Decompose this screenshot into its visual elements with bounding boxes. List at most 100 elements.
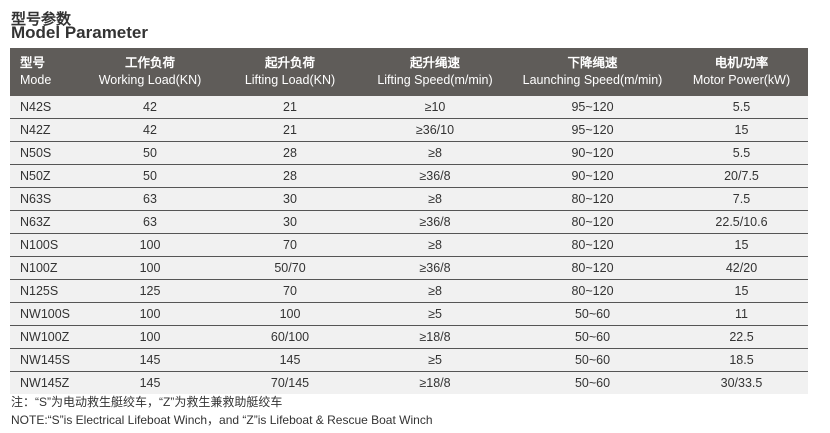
table-row: N125S 125 70 ≥8 80~120 15 — [10, 279, 808, 303]
table-cell: 15 — [675, 233, 808, 257]
column-header: 工作负荷 Working Load(KN) — [80, 48, 220, 96]
table-cell: 50~60 — [510, 302, 675, 326]
table-cell: NW145Z — [10, 371, 80, 394]
title-en: Model Parameter — [11, 23, 148, 42]
table-cell: 50 — [80, 141, 220, 165]
table-cell: ≥36/8 — [360, 164, 510, 188]
table-row: N63S 63 30 ≥8 80~120 7.5 — [10, 187, 808, 211]
table-cell: 145 — [80, 348, 220, 372]
header-cn: 型号 — [20, 56, 46, 70]
table-cell: N50S — [10, 141, 80, 165]
header-cn: 下降绳速 — [567, 56, 618, 70]
table-cell: 30 — [220, 187, 360, 211]
table-cell: 63 — [80, 210, 220, 234]
header-en: Lifting Load(KN) — [244, 73, 336, 87]
table-cell: 90~120 — [510, 164, 675, 188]
header-cn: 起升绳速 — [409, 56, 460, 70]
table-cell: 125 — [80, 279, 220, 303]
table-cell: 50~60 — [510, 371, 675, 394]
table-cell: 100 — [80, 302, 220, 326]
table-cell: 22.5/10.6 — [675, 210, 808, 234]
column-header: 电机/功率 Motor Power(kW) — [675, 48, 808, 96]
column-header: 起升负荷 Lifting Load(KN) — [220, 48, 360, 96]
table-cell: 145 — [220, 348, 360, 372]
header-cn: 工作负荷 — [124, 56, 175, 70]
table-cell: ≥8 — [360, 233, 510, 257]
table-cell: 15 — [675, 118, 808, 142]
table-cell: 95~120 — [510, 118, 675, 142]
model-parameter-table: 型号 Mode 工作负荷 Working Load(KN) 起升负荷 Lifting Lo… — [10, 48, 808, 394]
table-cell: 100 — [80, 325, 220, 349]
table-cell: 30/33.5 — [675, 371, 808, 394]
table-cell: 100 — [80, 256, 220, 280]
table-row: N42S 42 21 ≥10 95~120 5.5 — [10, 96, 808, 119]
table-cell: 7.5 — [675, 187, 808, 211]
table-cell: N63S — [10, 187, 80, 211]
table-cell: 100 — [220, 302, 360, 326]
table-cell: 42 — [80, 118, 220, 142]
table-cell: 5.5 — [675, 141, 808, 165]
table-cell: ≥36/8 — [360, 256, 510, 280]
table-cell: 63 — [80, 187, 220, 211]
table-cell: 28 — [220, 164, 360, 188]
table-cell: 22.5 — [675, 325, 808, 349]
table-row: NW100S 100 100 ≥5 50~60 11 — [10, 302, 808, 326]
table-row: N50Z 50 28 ≥36/8 90~120 20/7.5 — [10, 164, 808, 188]
table-cell: NW145S — [10, 348, 80, 372]
table-cell: N63Z — [10, 210, 80, 234]
table-cell: ≥36/10 — [360, 118, 510, 142]
table-cell: 50 — [80, 164, 220, 188]
table-cell: N125S — [10, 279, 80, 303]
column-header: 起升绳速 Lifting Speed(m/min) — [360, 48, 510, 96]
header-en: Motor Power(kW) — [692, 73, 791, 87]
table-cell: 21 — [220, 96, 360, 119]
table-cell: ≥5 — [360, 348, 510, 372]
table-cell: ≥5 — [360, 302, 510, 326]
table-cell: N50Z — [10, 164, 80, 188]
table-cell: 80~120 — [510, 256, 675, 280]
table-cell: 18.5 — [675, 348, 808, 372]
table-cell: 145 — [80, 371, 220, 394]
table-cell: N100S — [10, 233, 80, 257]
table-cell: 70/145 — [220, 371, 360, 394]
table-cell: 21 — [220, 118, 360, 142]
column-header: 型号 Mode — [10, 48, 80, 96]
table-cell: 50/70 — [220, 256, 360, 280]
table-cell: ≥8 — [360, 279, 510, 303]
table-cell: 5.5 — [675, 96, 808, 119]
header-en: Lifting Speed(m/min) — [377, 73, 493, 87]
table-cell: ≥8 — [360, 187, 510, 211]
table-cell: NW100Z — [10, 325, 80, 349]
header-en: Mode — [20, 73, 52, 87]
table-row: N100S 100 70 ≥8 80~120 15 — [10, 233, 808, 257]
table-row: NW100Z 100 60/100 ≥18/8 50~60 22.5 — [10, 325, 808, 349]
table-row: NW145S 145 145 ≥5 50~60 18.5 — [10, 348, 808, 372]
table-row: NW145Z 145 70/145 ≥18/8 50~60 30/33.5 — [10, 371, 808, 394]
table-cell: 95~120 — [510, 96, 675, 119]
table-cell: 30 — [220, 210, 360, 234]
table-cell: NW100S — [10, 302, 80, 326]
header-cn: 电机/功率 — [714, 56, 769, 70]
table-row: N100Z 100 50/70 ≥36/8 80~120 42/20 — [10, 256, 808, 280]
table-cell: 70 — [220, 233, 360, 257]
table-row: N63Z 63 30 ≥36/8 80~120 22.5/10.6 — [10, 210, 808, 234]
table-cell: 80~120 — [510, 279, 675, 303]
table-cell: 80~120 — [510, 210, 675, 234]
table-cell: N42S — [10, 96, 80, 119]
table-cell: ≥36/8 — [360, 210, 510, 234]
table-cell: 42 — [80, 96, 220, 119]
table-cell: ≥18/8 — [360, 371, 510, 394]
table-cell: 50~60 — [510, 348, 675, 372]
table-cell: 90~120 — [510, 141, 675, 165]
table-cell: 11 — [675, 302, 808, 326]
table-row: N50S 50 28 ≥8 90~120 5.5 — [10, 141, 808, 165]
table-cell: 42/20 — [675, 256, 808, 280]
table-cell: N42Z — [10, 118, 80, 142]
table-cell: 20/7.5 — [675, 164, 808, 188]
table-cell: 60/100 — [220, 325, 360, 349]
table-cell: 80~120 — [510, 187, 675, 211]
table-cell: 15 — [675, 279, 808, 303]
title-cn: 型号参数 — [11, 11, 72, 28]
note-cn: 注：“S”为电动救生艇绞车，“Z”为救生兼救助艇绞车 — [11, 395, 283, 409]
table-cell: ≥8 — [360, 141, 510, 165]
